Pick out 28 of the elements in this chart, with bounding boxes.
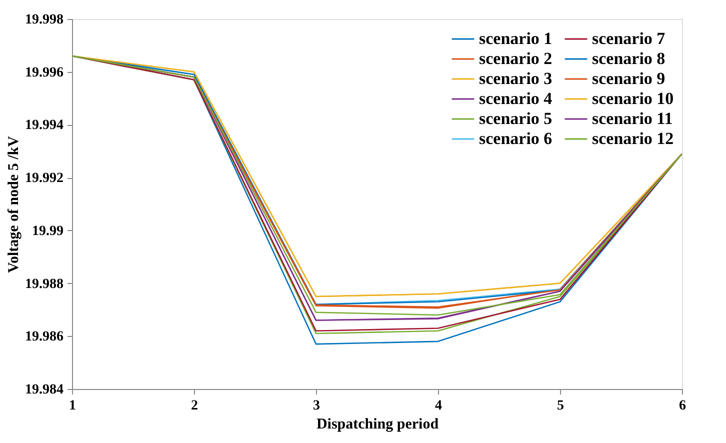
legend-label: scenario 5	[479, 109, 552, 128]
x-tick-label: 1	[69, 398, 76, 414]
y-tick-label: 19.986	[25, 330, 64, 345]
x-tick-label: 5	[557, 398, 564, 414]
legend-label: scenario 2	[479, 49, 552, 68]
y-tick-label: 19.994	[25, 118, 64, 134]
y-tick-label: 19.992	[25, 171, 64, 186]
y-tick-label: 19.996	[25, 65, 64, 80]
y-tick-label: 19.99	[32, 224, 64, 239]
y-axis-title: Voltage of node 5 /kV	[6, 136, 22, 273]
legend-label: scenario 7	[592, 29, 666, 48]
legend-label: scenario 10	[592, 89, 674, 108]
x-tick-label: 6	[679, 398, 686, 414]
legend-label: scenario 8	[592, 49, 666, 68]
legend-label: scenario 1	[479, 29, 552, 48]
x-axis-title: Dispatching period	[316, 416, 440, 432]
legend-label: scenario 4	[479, 89, 553, 108]
legend-label: scenario 3	[479, 69, 552, 88]
y-tick-label: 19.998	[25, 12, 64, 28]
y-tick-label: 19.984	[25, 382, 64, 398]
legend-label: scenario 6	[479, 129, 552, 148]
legend-label: scenario 11	[592, 109, 673, 128]
x-tick-label: 4	[435, 398, 442, 414]
legend-label: scenario 12	[592, 129, 674, 148]
x-tick-label: 3	[313, 398, 320, 414]
x-tick-label: 2	[191, 398, 198, 414]
y-tick-label: 19.988	[25, 276, 64, 292]
legend-label: scenario 9	[592, 69, 666, 88]
